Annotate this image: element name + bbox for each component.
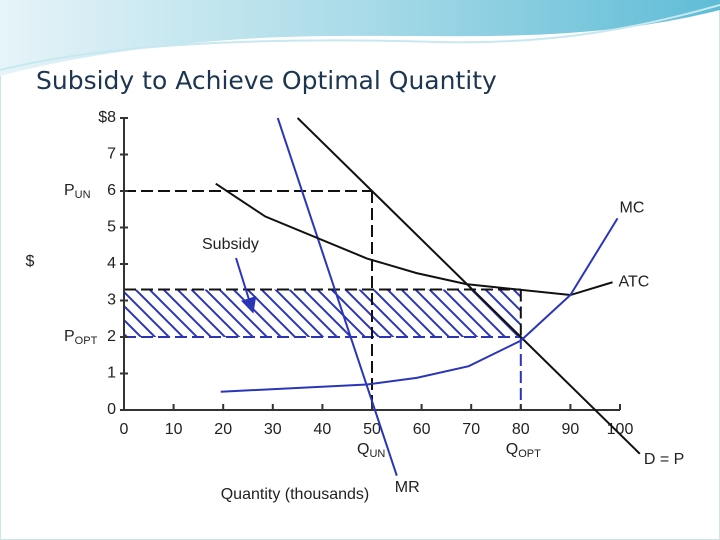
price-marker-subscript: UN bbox=[75, 189, 91, 201]
slide-title: Subsidy to Achieve Optimal Quantity bbox=[36, 66, 497, 95]
x-tick-label: 0 bbox=[120, 421, 129, 438]
curve bbox=[296, 117, 641, 455]
subsidy-arrow bbox=[235, 257, 257, 314]
price-marker-letter: P bbox=[64, 328, 75, 345]
y-tick-label: 3 bbox=[107, 292, 116, 309]
curve bbox=[276, 117, 398, 477]
y-tick-label: 2 bbox=[107, 328, 116, 345]
x-tick-label: 30 bbox=[264, 421, 282, 438]
x-tick-label: 50 bbox=[363, 421, 381, 438]
y-tick-label: 5 bbox=[107, 219, 116, 236]
price-marker-letter: P bbox=[64, 182, 75, 199]
swoosh-line bbox=[0, 4, 720, 71]
price-marker-subscript: OPT bbox=[75, 335, 98, 347]
x-tick-label: 20 bbox=[214, 421, 232, 438]
curve-label: MC bbox=[620, 200, 645, 217]
curve-label: D = P bbox=[644, 451, 684, 468]
y-tick-label: 7 bbox=[107, 146, 116, 163]
x-tick-label: 70 bbox=[462, 421, 480, 438]
quantity-marker-subscript: UN bbox=[369, 448, 385, 460]
quantity-marker-letter: Q bbox=[506, 441, 518, 458]
x-tick-label: 10 bbox=[165, 421, 183, 438]
quantity-marker-letter: Q bbox=[357, 441, 369, 458]
quantity-marker-subscript: OPT bbox=[518, 448, 541, 460]
subsidy-label: Subsidy bbox=[202, 236, 259, 253]
x-tick-label: 90 bbox=[562, 421, 580, 438]
x-tick-label: 100 bbox=[607, 421, 634, 438]
subsidy-area bbox=[124, 289, 521, 337]
y-tick-label: 1 bbox=[107, 365, 116, 382]
x-tick-label: 40 bbox=[314, 421, 332, 438]
price-marker-label: PUN bbox=[64, 182, 91, 201]
x-tick-label: 80 bbox=[512, 421, 530, 438]
quantity-marker-label: QOPT bbox=[506, 441, 541, 460]
y-axis-label: $ bbox=[26, 253, 35, 270]
quantity-marker-label: QUN bbox=[357, 441, 385, 460]
header-swoosh bbox=[0, 0, 720, 76]
y-tick-label: 4 bbox=[107, 255, 116, 272]
price-marker-label: POPT bbox=[64, 328, 98, 347]
curve-label: MR bbox=[395, 479, 420, 496]
y-tick-label: 0 bbox=[107, 401, 116, 418]
x-axis-label: Quantity (thousands) bbox=[221, 486, 370, 503]
y-tick-label: $8 bbox=[98, 109, 116, 126]
curve-label: ATC bbox=[619, 273, 650, 290]
x-tick-label: 60 bbox=[413, 421, 431, 438]
y-tick-label: 6 bbox=[107, 182, 116, 199]
curve bbox=[220, 217, 619, 393]
